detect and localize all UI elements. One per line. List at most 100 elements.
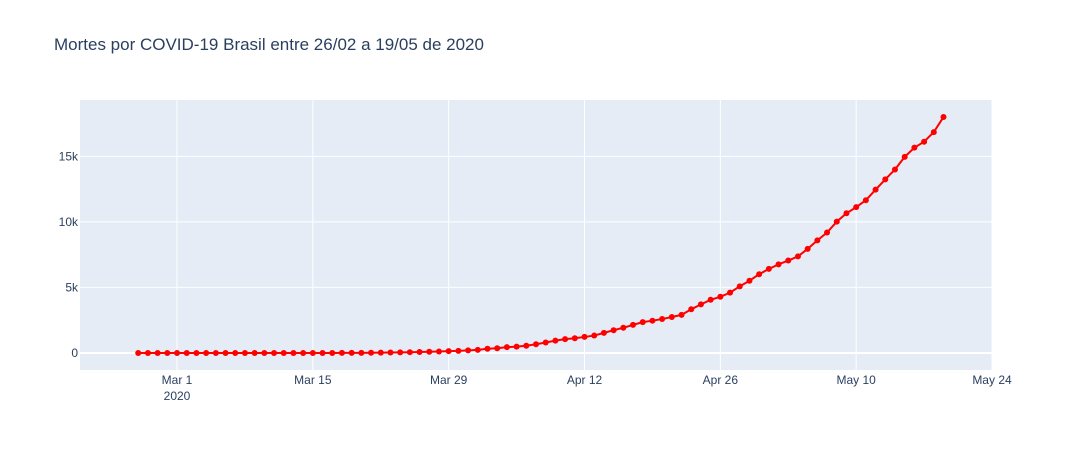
data-point[interactable] [164, 349, 171, 356]
plot-area [80, 100, 992, 370]
data-point[interactable] [678, 311, 685, 318]
data-point[interactable] [746, 277, 753, 284]
data-point[interactable] [523, 342, 530, 349]
data-point[interactable] [309, 349, 316, 356]
data-point[interactable] [600, 329, 607, 336]
data-point[interactable] [562, 336, 569, 343]
data-point[interactable] [843, 210, 850, 217]
data-point[interactable] [513, 343, 520, 350]
data-point[interactable] [368, 349, 375, 356]
data-point[interactable] [775, 261, 782, 268]
data-point[interactable] [688, 306, 695, 313]
data-point[interactable] [872, 186, 879, 193]
data-point[interactable] [785, 257, 792, 264]
data-point[interactable] [639, 319, 646, 326]
data-point[interactable] [203, 349, 210, 356]
data-point[interactable] [261, 349, 268, 356]
data-point[interactable] [940, 114, 947, 121]
data-point[interactable] [659, 316, 666, 323]
data-point[interactable] [736, 283, 743, 290]
data-point[interactable] [882, 176, 889, 183]
data-point[interactable] [630, 321, 637, 328]
x-tick-label: May 10 [836, 373, 876, 387]
data-point[interactable] [494, 345, 501, 352]
x-tick-year-label: 2020 [164, 389, 191, 403]
y-tick-label: 15k [59, 149, 79, 163]
data-point[interactable] [765, 265, 772, 272]
data-point[interactable] [533, 341, 539, 348]
data-point[interactable] [921, 138, 928, 145]
x-tick-label: Mar 29 [430, 373, 468, 387]
data-point[interactable] [212, 349, 219, 356]
y-tick-label: 5k [65, 280, 79, 294]
x-tick-label: Apr 12 [567, 373, 603, 387]
data-point[interactable] [571, 335, 578, 342]
data-point[interactable] [911, 144, 918, 151]
data-point[interactable] [717, 293, 724, 300]
data-point[interactable] [416, 348, 423, 355]
data-point[interactable] [144, 349, 151, 356]
data-point[interactable] [814, 237, 821, 244]
chart-title: Mortes por COVID-19 Brasil entre 26/02 a… [54, 35, 484, 54]
series-layer [135, 114, 947, 356]
x-tick-label: Mar 1 [162, 373, 193, 387]
data-point[interactable] [290, 349, 297, 356]
y-tick-label: 10k [59, 215, 79, 229]
data-point[interactable] [620, 324, 627, 331]
data-point[interactable] [930, 129, 937, 136]
data-point[interactable] [503, 344, 510, 351]
data-point[interactable] [280, 349, 287, 356]
data-point[interactable] [891, 166, 898, 173]
data-point[interactable] [251, 349, 258, 356]
data-point[interactable] [756, 271, 763, 278]
data-point[interactable] [435, 348, 442, 355]
data-point[interactable] [465, 347, 472, 354]
grid-lines [80, 100, 993, 370]
y-tick-label: 0 [71, 346, 78, 360]
data-point[interactable] [174, 349, 181, 356]
data-point[interactable] [824, 229, 831, 236]
data-point[interactable] [668, 314, 675, 321]
data-point[interactable] [338, 349, 345, 356]
data-point[interactable] [426, 348, 433, 355]
data-point[interactable] [300, 349, 307, 356]
data-point[interactable] [135, 349, 142, 356]
data-point[interactable] [455, 347, 462, 354]
data-point[interactable] [232, 349, 239, 356]
data-point[interactable] [862, 197, 869, 204]
data-point[interactable] [649, 317, 656, 324]
data-point[interactable] [222, 349, 229, 356]
data-point[interactable] [901, 153, 908, 160]
data-point[interactable] [484, 345, 491, 352]
data-point[interactable] [727, 289, 734, 296]
data-point[interactable] [329, 349, 336, 356]
axis-tick-labels: Mar 1 2020 Mar 15 Mar 29 Apr 12 Apr 26 May 10 M… [59, 149, 1012, 403]
data-point[interactable] [319, 349, 326, 356]
data-point[interactable] [387, 349, 394, 356]
data-point[interactable] [610, 327, 617, 334]
data-point[interactable] [707, 296, 714, 303]
data-point[interactable] [271, 349, 278, 356]
data-point[interactable] [348, 349, 355, 356]
data-point[interactable] [406, 349, 413, 356]
data-point[interactable] [474, 346, 481, 353]
data-point[interactable] [542, 339, 549, 346]
data-point[interactable] [241, 349, 248, 356]
data-point[interactable] [591, 332, 598, 339]
data-point[interactable] [445, 348, 452, 355]
x-tick-label: Apr 26 [703, 373, 739, 387]
data-point[interactable] [154, 349, 161, 356]
data-point[interactable] [853, 204, 860, 211]
data-point[interactable] [552, 337, 559, 344]
data-point[interactable] [397, 349, 404, 356]
data-point[interactable] [377, 349, 384, 356]
data-point[interactable] [581, 333, 588, 340]
data-point[interactable] [833, 218, 840, 225]
data-point[interactable] [697, 301, 704, 308]
data-point[interactable] [794, 253, 801, 260]
data-point[interactable] [193, 349, 200, 356]
data-point[interactable] [183, 349, 190, 356]
data-point[interactable] [804, 245, 811, 252]
data-point[interactable] [358, 349, 365, 356]
